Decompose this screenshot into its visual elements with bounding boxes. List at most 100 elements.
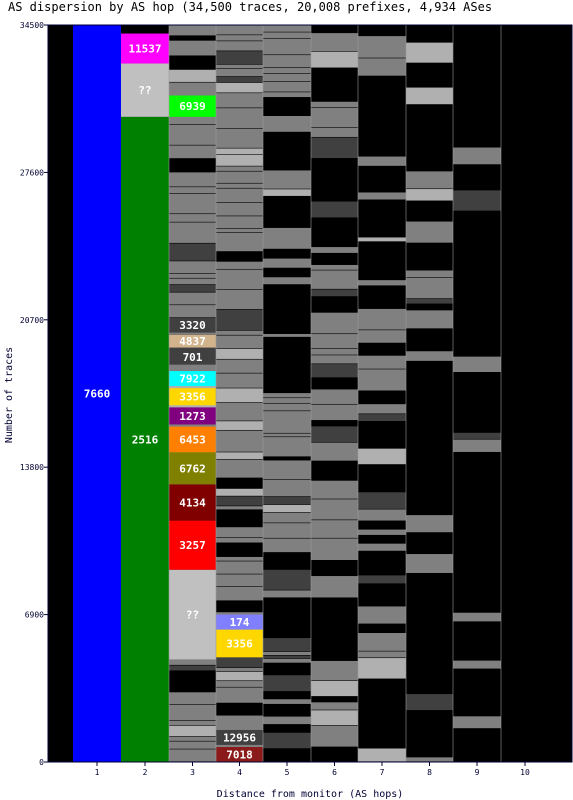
minor-as-band	[311, 710, 358, 726]
minor-as-band	[216, 373, 263, 388]
as-segment-label: 6762	[179, 462, 206, 475]
minor-as-band	[169, 736, 216, 741]
minor-as-band	[311, 426, 358, 443]
as-segment-label: 7922	[179, 373, 206, 386]
minor-as-band	[216, 261, 263, 269]
x-axis-ticks: 1 2 3 4 5 6 7 8 9 10	[95, 762, 530, 777]
minor-as-band	[216, 51, 263, 65]
y-tick-label: 34500	[20, 21, 44, 30]
minor-as-band	[358, 156, 406, 166]
minor-as-band	[453, 612, 501, 622]
minor-as-band	[453, 356, 501, 373]
minor-as-band	[216, 148, 263, 155]
y-axis-label: Number of traces	[4, 347, 15, 443]
minor-as-band	[311, 725, 358, 747]
minor-as-band	[406, 171, 453, 189]
minor-as-band	[169, 692, 216, 705]
minor-as-band	[263, 81, 311, 92]
minor-as-band	[216, 289, 263, 310]
minor-as-band	[216, 348, 263, 359]
minor-as-band	[406, 757, 453, 762]
minor-as-band	[216, 527, 263, 538]
minor-as-band	[169, 380, 216, 392]
minor-as-band	[169, 284, 216, 292]
minor-as-band	[216, 402, 263, 421]
plot-frame	[47, 24, 573, 763]
minor-as-band	[216, 667, 263, 672]
minor-as-band	[263, 658, 311, 663]
minor-as-band	[358, 192, 406, 200]
minor-as-band	[263, 258, 311, 268]
minor-as-band	[263, 651, 311, 655]
minor-as-band	[358, 308, 406, 330]
minor-as-band	[169, 222, 216, 243]
minor-as-band	[406, 515, 453, 533]
minor-as-band	[263, 189, 311, 196]
as-segment-bar	[169, 349, 216, 365]
minor-as-band	[216, 388, 263, 403]
minor-as-band	[216, 35, 263, 41]
minor-as-band	[406, 277, 453, 299]
minor-as-band	[263, 638, 311, 652]
minor-as-band	[311, 33, 358, 52]
y-tick-label: 13800	[20, 463, 44, 472]
as-segment-label: ??	[138, 84, 151, 97]
as-segment-label: 11537	[128, 42, 161, 55]
minor-as-band	[453, 190, 501, 211]
minor-as-band	[311, 442, 358, 461]
minor-as-band	[311, 101, 358, 108]
minor-as-band	[169, 40, 216, 56]
minor-as-band	[169, 193, 216, 214]
minor-as-band	[311, 520, 358, 538]
as-segment-label: 2516	[132, 433, 159, 446]
as-segment-bar	[169, 452, 216, 485]
minor-as-band	[169, 704, 216, 721]
as-segment-bar	[169, 520, 216, 570]
minor-as-band	[263, 569, 311, 590]
minor-as-band	[406, 189, 453, 201]
y-tick-label: 0	[39, 758, 44, 767]
minor-as-band	[406, 310, 453, 329]
minor-as-band	[216, 183, 263, 188]
minor-as-band	[216, 64, 263, 69]
minor-as-band	[216, 335, 263, 349]
minor-as-band	[263, 512, 311, 523]
as-segment-label: 7018	[226, 749, 253, 762]
minor-as-band	[406, 270, 453, 278]
y-tick-label: 20700	[20, 316, 44, 325]
minor-as-band	[216, 687, 263, 703]
minor-as-band	[216, 25, 263, 35]
minor-as-band	[216, 76, 263, 83]
as-segment-label: 7660	[84, 388, 111, 401]
minor-as-band	[169, 243, 216, 261]
minor-as-band	[169, 331, 216, 335]
minor-as-band	[216, 41, 263, 51]
minor-as-band	[263, 393, 311, 398]
minor-as-band	[311, 538, 358, 560]
chart-title: AS dispersion by AS hop (34,500 traces, …	[8, 0, 492, 14]
as-segment-bar	[169, 484, 216, 521]
minor-as-band	[263, 433, 311, 437]
as-segment-label: 701	[183, 351, 203, 364]
minor-as-band	[169, 654, 216, 665]
minor-as-band	[358, 58, 406, 76]
minor-as-band	[311, 201, 358, 218]
x-tick-label: 10	[520, 768, 530, 777]
minor-as-band	[169, 720, 216, 726]
hop-dividers	[168, 25, 502, 762]
minor-as-band	[406, 42, 453, 63]
as-segment-bar	[169, 407, 216, 425]
y-tick-label: 6900	[25, 611, 44, 620]
minor-as-band	[216, 561, 263, 574]
minor-as-band	[311, 355, 358, 364]
minor-as-band	[263, 716, 311, 725]
minor-as-band	[216, 232, 263, 252]
as-segment-label: 6939	[179, 100, 206, 113]
minor-as-band	[358, 404, 406, 414]
as-segment-label: ??	[186, 609, 199, 622]
minor-as-band	[169, 273, 216, 278]
as-segment-bar	[216, 729, 263, 745]
minor-as-band	[358, 575, 406, 584]
minor-as-band	[406, 554, 453, 573]
as-segments: 76602516??115371299??3257413467626453127…	[73, 25, 263, 762]
